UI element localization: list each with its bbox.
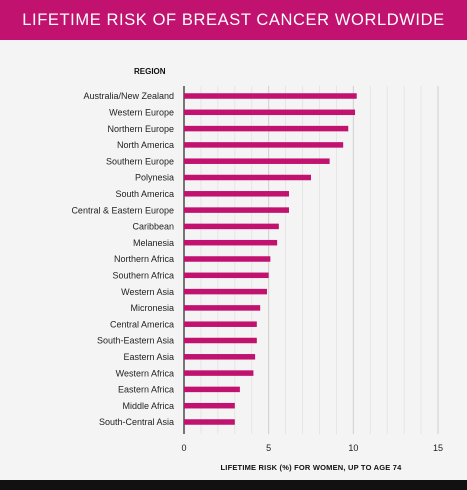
- bar: [184, 321, 257, 327]
- bar: [184, 239, 278, 246]
- category-label: Melanesia: [133, 238, 174, 248]
- category-label: Polynesia: [135, 173, 174, 183]
- bar: [184, 305, 261, 311]
- x-tick-label: 10: [348, 443, 358, 453]
- category-label: Southern Europe: [106, 156, 174, 166]
- x-tick-label: 15: [433, 443, 443, 453]
- bar: [184, 158, 330, 164]
- category-label: Northern Europe: [107, 124, 174, 134]
- x-tick-label: 5: [266, 443, 271, 453]
- bar: [184, 174, 311, 181]
- category-label: Central & Eastern Europe: [71, 205, 174, 215]
- category-label: Eastern Asia: [123, 352, 174, 362]
- bar: [184, 223, 279, 230]
- category-label: South-Eastern Asia: [97, 336, 174, 346]
- bar: [184, 354, 256, 360]
- x-tick-label: 0: [181, 443, 186, 453]
- category-label: North America: [117, 140, 174, 150]
- bar: [184, 419, 235, 425]
- bar: [184, 207, 289, 213]
- chart-title: LIFETIME RISK OF BREAST CANCER WORLDWIDE: [0, 0, 467, 40]
- bar: [184, 93, 357, 99]
- category-label: Western Asia: [121, 287, 174, 297]
- category-label: Western Africa: [116, 368, 174, 378]
- y-axis-label: REGION: [134, 67, 166, 76]
- bar: [184, 109, 356, 116]
- bar: [184, 337, 257, 344]
- category-label: South America: [115, 189, 174, 199]
- category-label: Western Europe: [109, 108, 174, 118]
- category-label: Central America: [110, 319, 174, 329]
- x-axis-label: LIFETIME RISK (%) FOR WOMEN, UP TO AGE 7…: [220, 463, 402, 472]
- category-label: Eastern Africa: [118, 385, 174, 395]
- bar: [184, 142, 344, 148]
- bar: [184, 386, 240, 393]
- category-label: Northern Africa: [114, 254, 174, 264]
- category-label: South-Central Asia: [99, 417, 174, 427]
- bar: [184, 256, 271, 262]
- category-label: Australia/New Zealand: [83, 91, 174, 101]
- category-label: Micronesia: [130, 303, 174, 313]
- bar: [184, 402, 235, 409]
- bar: [184, 370, 254, 376]
- category-label: Caribbean: [132, 222, 174, 232]
- footer-bar: [0, 480, 467, 490]
- bar: [184, 125, 349, 132]
- category-label: Southern Africa: [112, 271, 174, 281]
- bar: [184, 288, 267, 295]
- bar: [184, 191, 289, 197]
- category-label: Middle Africa: [122, 401, 174, 411]
- bar: [184, 272, 269, 279]
